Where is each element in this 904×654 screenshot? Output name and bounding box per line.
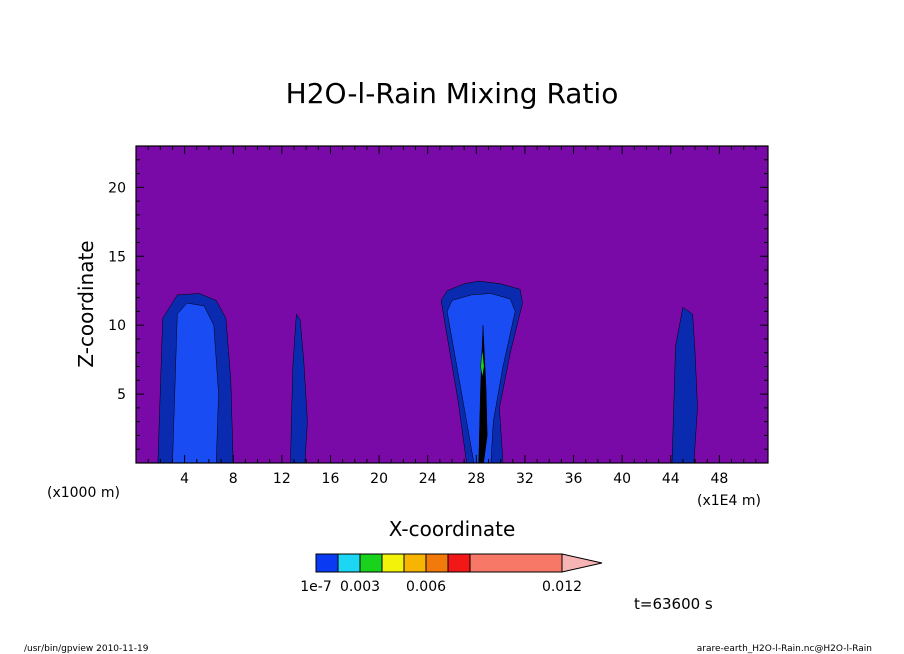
x-axis-label: X-coordinate <box>389 517 516 541</box>
x-tick-label: 8 <box>229 471 238 487</box>
y-tick-label: 5 <box>117 387 126 403</box>
legend-swatch <box>381 553 405 573</box>
legend-label: 1e-7 <box>300 579 331 595</box>
contour-features <box>155 280 698 463</box>
footer-right: arare-earth_H2O-l-Rain.nc@H2O-l-Rain <box>697 644 872 654</box>
x-tick-label: 24 <box>419 471 437 487</box>
legend-swatch <box>425 553 449 573</box>
legend-label: 0.012 <box>542 579 582 595</box>
y-tick-label: 15 <box>108 249 126 265</box>
legend-swatch <box>403 553 427 573</box>
legend-swatch <box>469 553 563 573</box>
x-tick-label: 28 <box>467 471 485 487</box>
legend-swatch <box>447 553 471 573</box>
time-label: t=63600 s <box>634 595 713 613</box>
legend-swatch <box>315 553 339 573</box>
x-tick-label: 20 <box>370 471 388 487</box>
y-tick-label: 20 <box>108 180 126 196</box>
y-axis-label: Z-coordinate <box>74 240 98 367</box>
x-unit-right: (x1E4 m) <box>697 493 761 509</box>
y-tick-label: 10 <box>108 318 126 334</box>
x-tick-label: 16 <box>322 471 340 487</box>
x-tick-label: 48 <box>710 471 728 487</box>
color-legend: 1e-7 0.003 0.006 0.012 <box>300 553 603 595</box>
legend-label: 0.003 <box>340 579 380 595</box>
contour-cloud-b <box>290 313 308 463</box>
chart-title: H2O-l-Rain Mixing Ratio <box>286 77 619 110</box>
x-unit-left: (x1000 m) <box>47 485 120 501</box>
contour-cloud-c-core <box>478 325 488 463</box>
x-tick-label: 44 <box>662 471 680 487</box>
legend-label: 0.006 <box>406 579 446 595</box>
x-tick-label: 4 <box>180 471 189 487</box>
legend-swatch <box>337 553 361 573</box>
x-tick-label: 40 <box>613 471 631 487</box>
contour-cloud-d <box>670 306 698 463</box>
contour-cloud-a-inner <box>172 302 219 463</box>
contour-cloud-c-green <box>480 348 485 378</box>
x-tick-label: 36 <box>565 471 583 487</box>
legend-swatch <box>359 553 383 573</box>
legend-extend-arrow <box>561 553 603 573</box>
x-tick-label: 32 <box>516 471 534 487</box>
x-tick-label: 12 <box>273 471 291 487</box>
footer-left: /usr/bin/gpview 2010-11-19 <box>24 644 149 654</box>
